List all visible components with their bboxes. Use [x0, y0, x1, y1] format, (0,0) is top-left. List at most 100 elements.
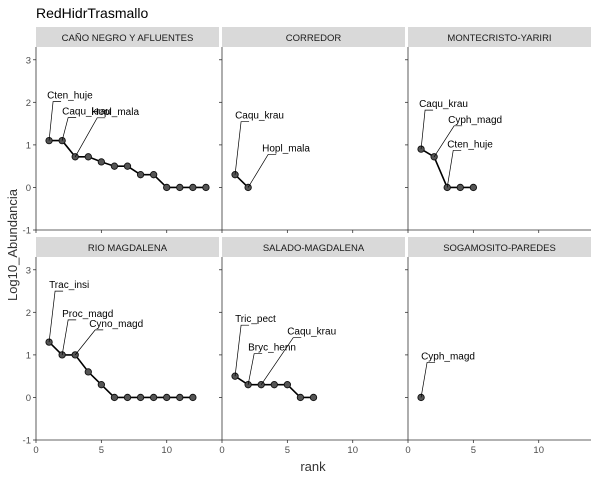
data-point [202, 183, 210, 192]
data-point [97, 381, 106, 389]
species-label-cten-huje: Cten_huje [47, 91, 93, 102]
x-tick-label: 10 [161, 445, 172, 456]
facet-strip-label: CORREDOR [286, 33, 342, 44]
data-point [309, 393, 318, 402]
x-tick-label: 5 [99, 445, 104, 456]
y-tick-label: -1 [23, 226, 31, 237]
facet-strip-label: SOGAMOSITO-PAREDES [443, 243, 556, 254]
label-leader-line [446, 150, 462, 188]
facet-strip-label: MONTECRISTO-YARIRI [447, 33, 551, 44]
data-point [149, 393, 158, 402]
data-point [110, 393, 119, 402]
species-label-hopl-mala: Hopl_mala [91, 107, 139, 118]
label-leader-line [74, 117, 106, 157]
data-point [163, 393, 171, 402]
label-leader-line [234, 121, 250, 175]
panel-montecristo-yariri: MONTECRISTO-YARIRI Caqu_krau Cyph_magd Cten… [405, 27, 591, 233]
data-point [189, 183, 197, 192]
label-leader-line [247, 353, 263, 385]
species-label-trac-insi: Trac_insi [49, 280, 89, 291]
label-leader-line [234, 324, 250, 377]
y-tick-label: 0 [26, 393, 31, 404]
data-point [84, 153, 92, 161]
data-point [176, 183, 184, 192]
data-point [149, 171, 158, 179]
y-tick-label: 3 [26, 265, 31, 276]
species-label-hopl-mala: Hopl_mala [262, 143, 310, 154]
panel-salado-magdalena: SALADO-MAGDALENA 0 5 10 Tric_pect Caqu_krau Br… [219, 237, 405, 456]
facet-strip [36, 237, 219, 257]
species-label-cyph-magd: Cyph_magd [421, 351, 475, 362]
data-point [189, 393, 197, 402]
label-leader-line [61, 117, 77, 141]
data-point [270, 381, 278, 389]
facet-strip-label: CAÑO NEGRO Y AFLUENTES [62, 33, 194, 44]
species-label-cten-huje: Cten_huje [447, 139, 493, 150]
facet-panels: CAÑO NEGRO Y AFLUENTES-10123Cten_hujeHop… [23, 27, 591, 456]
facet-strip [36, 27, 219, 47]
label-leader-line [433, 125, 463, 157]
data-point [163, 183, 171, 192]
label-leader-line [420, 109, 434, 150]
panel-background [408, 47, 591, 230]
facet-strip-label: SALADO-MAGDALENA [263, 243, 365, 254]
x-tick-label: 0 [219, 445, 224, 456]
panel-background [222, 47, 405, 230]
species-label-bryc-henn: Bryc_henn [248, 343, 296, 354]
data-point [176, 393, 184, 402]
species-label-cyno-magd: Cyno_magd [89, 319, 143, 330]
data-point [136, 393, 145, 402]
label-leader-line [61, 319, 77, 355]
data-point [84, 368, 92, 376]
panel-background [408, 257, 591, 440]
y-tick-label: 2 [26, 98, 31, 109]
x-tick-label: 10 [533, 445, 544, 456]
x-tick-label: 0 [33, 445, 38, 456]
facet-strip [222, 27, 405, 47]
x-tick-label: 10 [347, 445, 358, 456]
label-leader-line [74, 329, 104, 356]
chart-title: RedHidrTrasmallo [36, 5, 149, 21]
data-point [110, 162, 119, 170]
data-point [456, 183, 464, 192]
data-point [123, 393, 132, 402]
facet-strip-label: RIO MAGDALENA [88, 243, 168, 254]
species-label-caqu-krau: Caqu_krau [235, 111, 284, 122]
data-point [123, 162, 132, 170]
label-leader-line [48, 101, 62, 141]
label-leader-line [420, 362, 436, 398]
x-tick-label: 5 [471, 445, 476, 456]
data-point [430, 153, 438, 161]
y-axis-title: Log10_Abundancia [5, 188, 20, 301]
data-point [296, 393, 305, 402]
y-tick-label: -1 [23, 436, 31, 447]
panel-corredor: CORREDOR Caqu_krau Hopl_mala [219, 27, 405, 233]
x-tick-label: 0 [405, 445, 410, 456]
species-label-caqu-krau: Caqu_krau [287, 327, 336, 338]
facet-strip [222, 237, 405, 257]
x-tick-label: 5 [285, 445, 290, 456]
data-point [97, 158, 106, 166]
y-tick-label: 1 [26, 140, 31, 151]
label-leader-line [260, 337, 302, 385]
panel-background [36, 257, 219, 440]
panel-sogamosito-paredes: SOGAMOSITO-PAREDES 0 5 10 Cyph_magd [405, 237, 591, 456]
y-tick-label: 0 [26, 183, 31, 194]
panel-background [36, 47, 219, 230]
facet-strip [408, 27, 591, 47]
data-point [283, 381, 292, 389]
data-point [136, 171, 145, 179]
facet-strip [408, 237, 591, 257]
y-tick-label: 3 [26, 55, 31, 66]
species-label-cyph-magd: Cyph_magd [448, 115, 502, 126]
label-leader-line [48, 290, 64, 343]
label-leader-line [247, 154, 277, 188]
panel-background [222, 257, 405, 440]
y-tick-label: 2 [26, 308, 31, 319]
species-label-caqu-krau: Caqu_krau [62, 107, 111, 118]
panel-cano-negro-y-afluentes: CAÑO NEGRO Y AFLUENTES -1 0 1 2 3 Cten_huje Hop… [23, 27, 219, 237]
species-label-proc-magd: Proc_magd [62, 309, 113, 320]
y-tick-label: 1 [26, 350, 31, 361]
